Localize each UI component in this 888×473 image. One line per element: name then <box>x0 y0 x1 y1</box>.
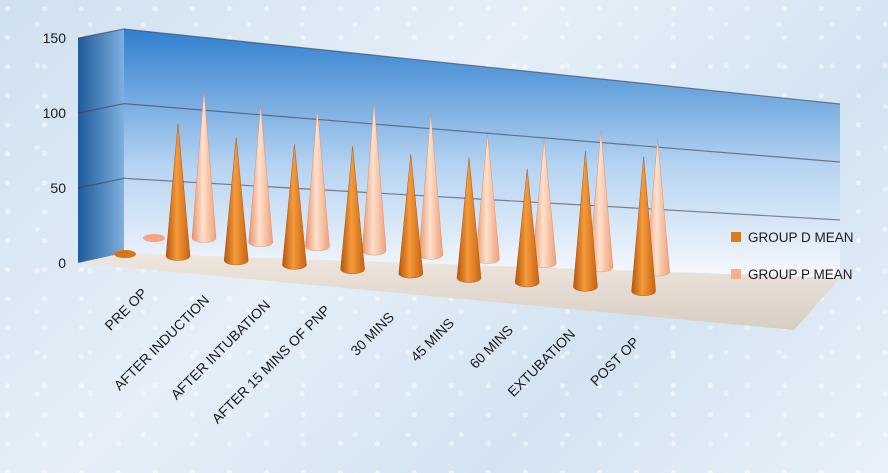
cone-group-d <box>456 157 482 283</box>
cone-group-d <box>514 168 540 288</box>
x-tick-label: 60 MINS <box>466 322 516 372</box>
cones <box>114 90 670 296</box>
cone-group-d <box>165 123 191 261</box>
y-tick-label: 150 <box>43 30 67 46</box>
cone-group-d <box>223 137 249 266</box>
cone-group-p <box>143 234 165 242</box>
x-tick-label: POST OP <box>587 334 642 389</box>
legend-swatch-group-d <box>731 232 741 242</box>
side-wall <box>78 29 124 263</box>
cone-group-d <box>631 156 656 296</box>
cone-group-d <box>398 154 424 279</box>
legend: GROUP D MEAN GROUP P MEAN <box>731 230 854 282</box>
cone-group-p <box>361 101 387 256</box>
cone-group-d <box>340 146 365 274</box>
gridline <box>77 28 841 105</box>
x-tick-label: EXTUBATION <box>504 326 578 400</box>
legend-swatch-group-p <box>731 269 741 279</box>
cone-group-d <box>114 250 136 258</box>
cone-group-p <box>305 108 330 252</box>
cone-group-d <box>573 151 598 292</box>
x-tick-label: 45 MINS <box>407 315 457 365</box>
y-tick-label: 50 <box>50 180 66 196</box>
cone-group-p <box>191 90 217 243</box>
y-tick-label: 100 <box>43 105 67 121</box>
legend-label-group-d: GROUP D MEAN <box>748 230 854 245</box>
x-tick-label: 30 MINS <box>347 309 397 359</box>
legend-label-group-p: GROUP P MEAN <box>748 267 853 282</box>
cone-group-p <box>248 105 273 247</box>
cone-group-d <box>282 144 307 270</box>
x-tick-label: PRE OP <box>101 285 150 334</box>
y-axis: 0 50 100 150 <box>43 30 67 271</box>
y-tick-label: 0 <box>58 255 66 271</box>
x-tick-label: AFTER 15 MINS OF PNP <box>208 302 333 427</box>
